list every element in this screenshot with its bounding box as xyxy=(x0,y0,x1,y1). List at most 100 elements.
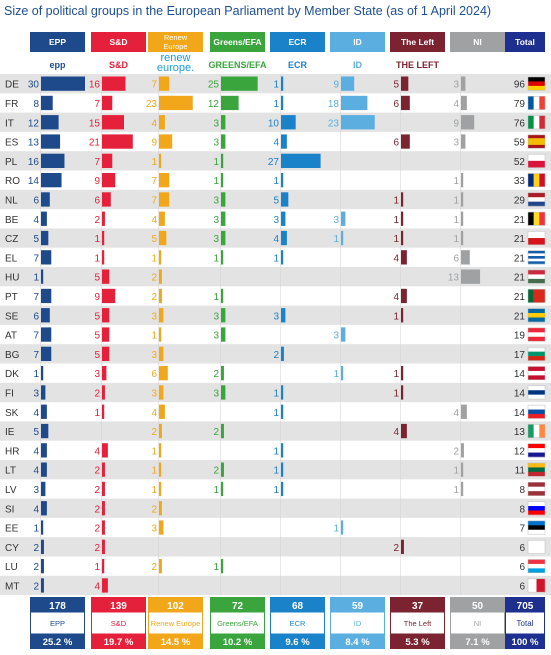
total-value-lt: 11 xyxy=(515,466,526,477)
value-label-si-renew-europe: 2 xyxy=(151,504,157,515)
bar-de-greens-efa xyxy=(221,76,258,91)
total-value-fi: 14 xyxy=(514,388,526,399)
country-code-el: EL xyxy=(5,253,18,264)
value-label-pl-s-d: 7 xyxy=(94,157,100,168)
bar-lt-greens-efa xyxy=(221,462,224,477)
footer-total-epp: 178 xyxy=(49,601,66,612)
value-label-fi-ecr: 1 xyxy=(273,388,279,399)
bar-lu-s-d xyxy=(102,559,105,574)
bar-cy-s-d xyxy=(102,539,105,554)
total-value-pt: 21 xyxy=(514,292,526,303)
flag-el-icon xyxy=(527,250,546,265)
value-label-dk-id: 1 xyxy=(333,369,339,380)
logo-text-s-d: S&D xyxy=(109,60,129,70)
value-label-be-renew-europe: 4 xyxy=(151,215,157,226)
footer-label-greens-efa: Greens/EFA xyxy=(217,619,258,628)
row-shade-ie xyxy=(0,421,551,441)
footer-label-the-left: The Left xyxy=(404,619,432,628)
bar-at-greens-efa xyxy=(221,327,226,342)
row-shade-bg xyxy=(0,344,551,364)
row-shade-hu xyxy=(0,267,551,287)
logo-text-renew-europe-2: europe. xyxy=(157,62,194,74)
bar-lv-s-d xyxy=(102,481,105,497)
value-label-dk-greens-efa: 2 xyxy=(213,369,219,380)
value-label-de-id: 9 xyxy=(333,80,339,91)
country-code-se: SE xyxy=(5,311,19,322)
total-value-se: 21 xyxy=(514,311,526,322)
footer-total-bg-ni xyxy=(450,597,505,612)
value-label-lu-greens-efa: 1 xyxy=(213,562,219,573)
value-label-nl-epp: 6 xyxy=(33,195,39,206)
value-label-es-s-d: 21 xyxy=(89,138,101,149)
value-label-cy-epp: 2 xyxy=(33,543,39,554)
value-label-it-epp: 12 xyxy=(28,118,40,129)
bar-be-the-left xyxy=(401,211,404,226)
row-shade-pl xyxy=(0,151,551,171)
header-label-s-d: S&D xyxy=(110,37,128,47)
bar-es-greens-efa xyxy=(221,134,226,149)
value-label-hr-renew-europe: 1 xyxy=(151,446,157,457)
country-code-nl: NL xyxy=(5,195,18,206)
bar-lv-epp xyxy=(41,481,46,497)
bar-cz-s-d xyxy=(102,230,105,246)
header-label-the-left: The Left xyxy=(401,37,434,47)
value-label-se-the-left: 1 xyxy=(393,311,399,322)
value-label-si-epp: 4 xyxy=(33,504,39,515)
logo-text-id: ID xyxy=(353,60,363,70)
footer-percent-bg-epp xyxy=(30,634,85,649)
bar-de-ecr xyxy=(281,76,284,91)
bar-fi-epp xyxy=(41,385,46,400)
bar-nl-epp xyxy=(41,192,50,207)
value-label-be-s-d: 2 xyxy=(94,215,100,226)
header-label-ecr: ECR xyxy=(289,37,307,47)
header-bg-id xyxy=(330,32,385,52)
value-label-fr-renew-europe: 23 xyxy=(146,99,158,110)
bar-hu-s-d xyxy=(102,269,110,284)
value-label-ee-renew-europe: 3 xyxy=(151,524,157,535)
value-label-lt-greens-efa: 2 xyxy=(213,466,219,477)
footer-total-bg-the-left xyxy=(390,597,445,612)
flag-lu-icon xyxy=(527,559,546,574)
bar-bg-epp xyxy=(41,346,52,361)
footer-total-renew-europe: 102 xyxy=(167,601,184,612)
value-label-mt-epp: 2 xyxy=(33,581,39,592)
country-code-bg: BG xyxy=(5,350,20,361)
total-value-it: 76 xyxy=(514,118,526,129)
bar-es-epp xyxy=(41,134,61,149)
flag-nl-icon xyxy=(527,192,546,207)
value-label-lv-s-d: 2 xyxy=(94,485,100,496)
value-label-cz-epp: 5 xyxy=(33,234,39,245)
footer-percent-bg-the-left xyxy=(390,634,445,649)
bar-de-s-d xyxy=(102,76,126,91)
bar-es-ecr xyxy=(281,134,287,149)
bar-dk-the-left xyxy=(401,366,404,381)
footer-percent-bg-total xyxy=(505,634,545,649)
value-label-at-s-d: 5 xyxy=(94,331,100,342)
bar-be-greens-efa xyxy=(221,211,226,226)
value-label-hr-ni: 2 xyxy=(453,446,459,457)
bar-it-epp xyxy=(41,115,59,130)
value-label-it-id: 23 xyxy=(328,118,340,129)
row-shade-lt xyxy=(0,460,551,480)
bar-se-s-d xyxy=(102,308,110,323)
country-code-fr: FR xyxy=(5,99,18,110)
value-label-lv-epp: 3 xyxy=(33,485,39,496)
value-label-pt-the-left: 4 xyxy=(393,292,399,303)
header-bg-ecr xyxy=(270,32,325,52)
bar-fr-renew-europe xyxy=(159,95,193,111)
total-value-lu: 6 xyxy=(519,562,525,573)
value-label-at-greens-efa: 3 xyxy=(213,331,219,342)
bar-fr-epp xyxy=(41,95,53,111)
bar-fr-the-left xyxy=(401,95,410,111)
bar-it-renew-europe xyxy=(159,115,165,130)
value-label-lu-epp: 2 xyxy=(33,562,39,573)
country-code-ee: EE xyxy=(5,524,19,535)
footer-label-ecr: ECR xyxy=(290,619,306,628)
value-label-be-ni: 1 xyxy=(453,215,459,226)
value-label-dk-the-left: 1 xyxy=(393,369,399,380)
bar-el-ni xyxy=(461,250,470,265)
bar-de-id xyxy=(341,76,355,91)
bar-es-the-left xyxy=(401,134,410,149)
value-label-fi-the-left: 1 xyxy=(393,388,399,399)
value-label-it-renew-europe: 4 xyxy=(151,118,157,129)
